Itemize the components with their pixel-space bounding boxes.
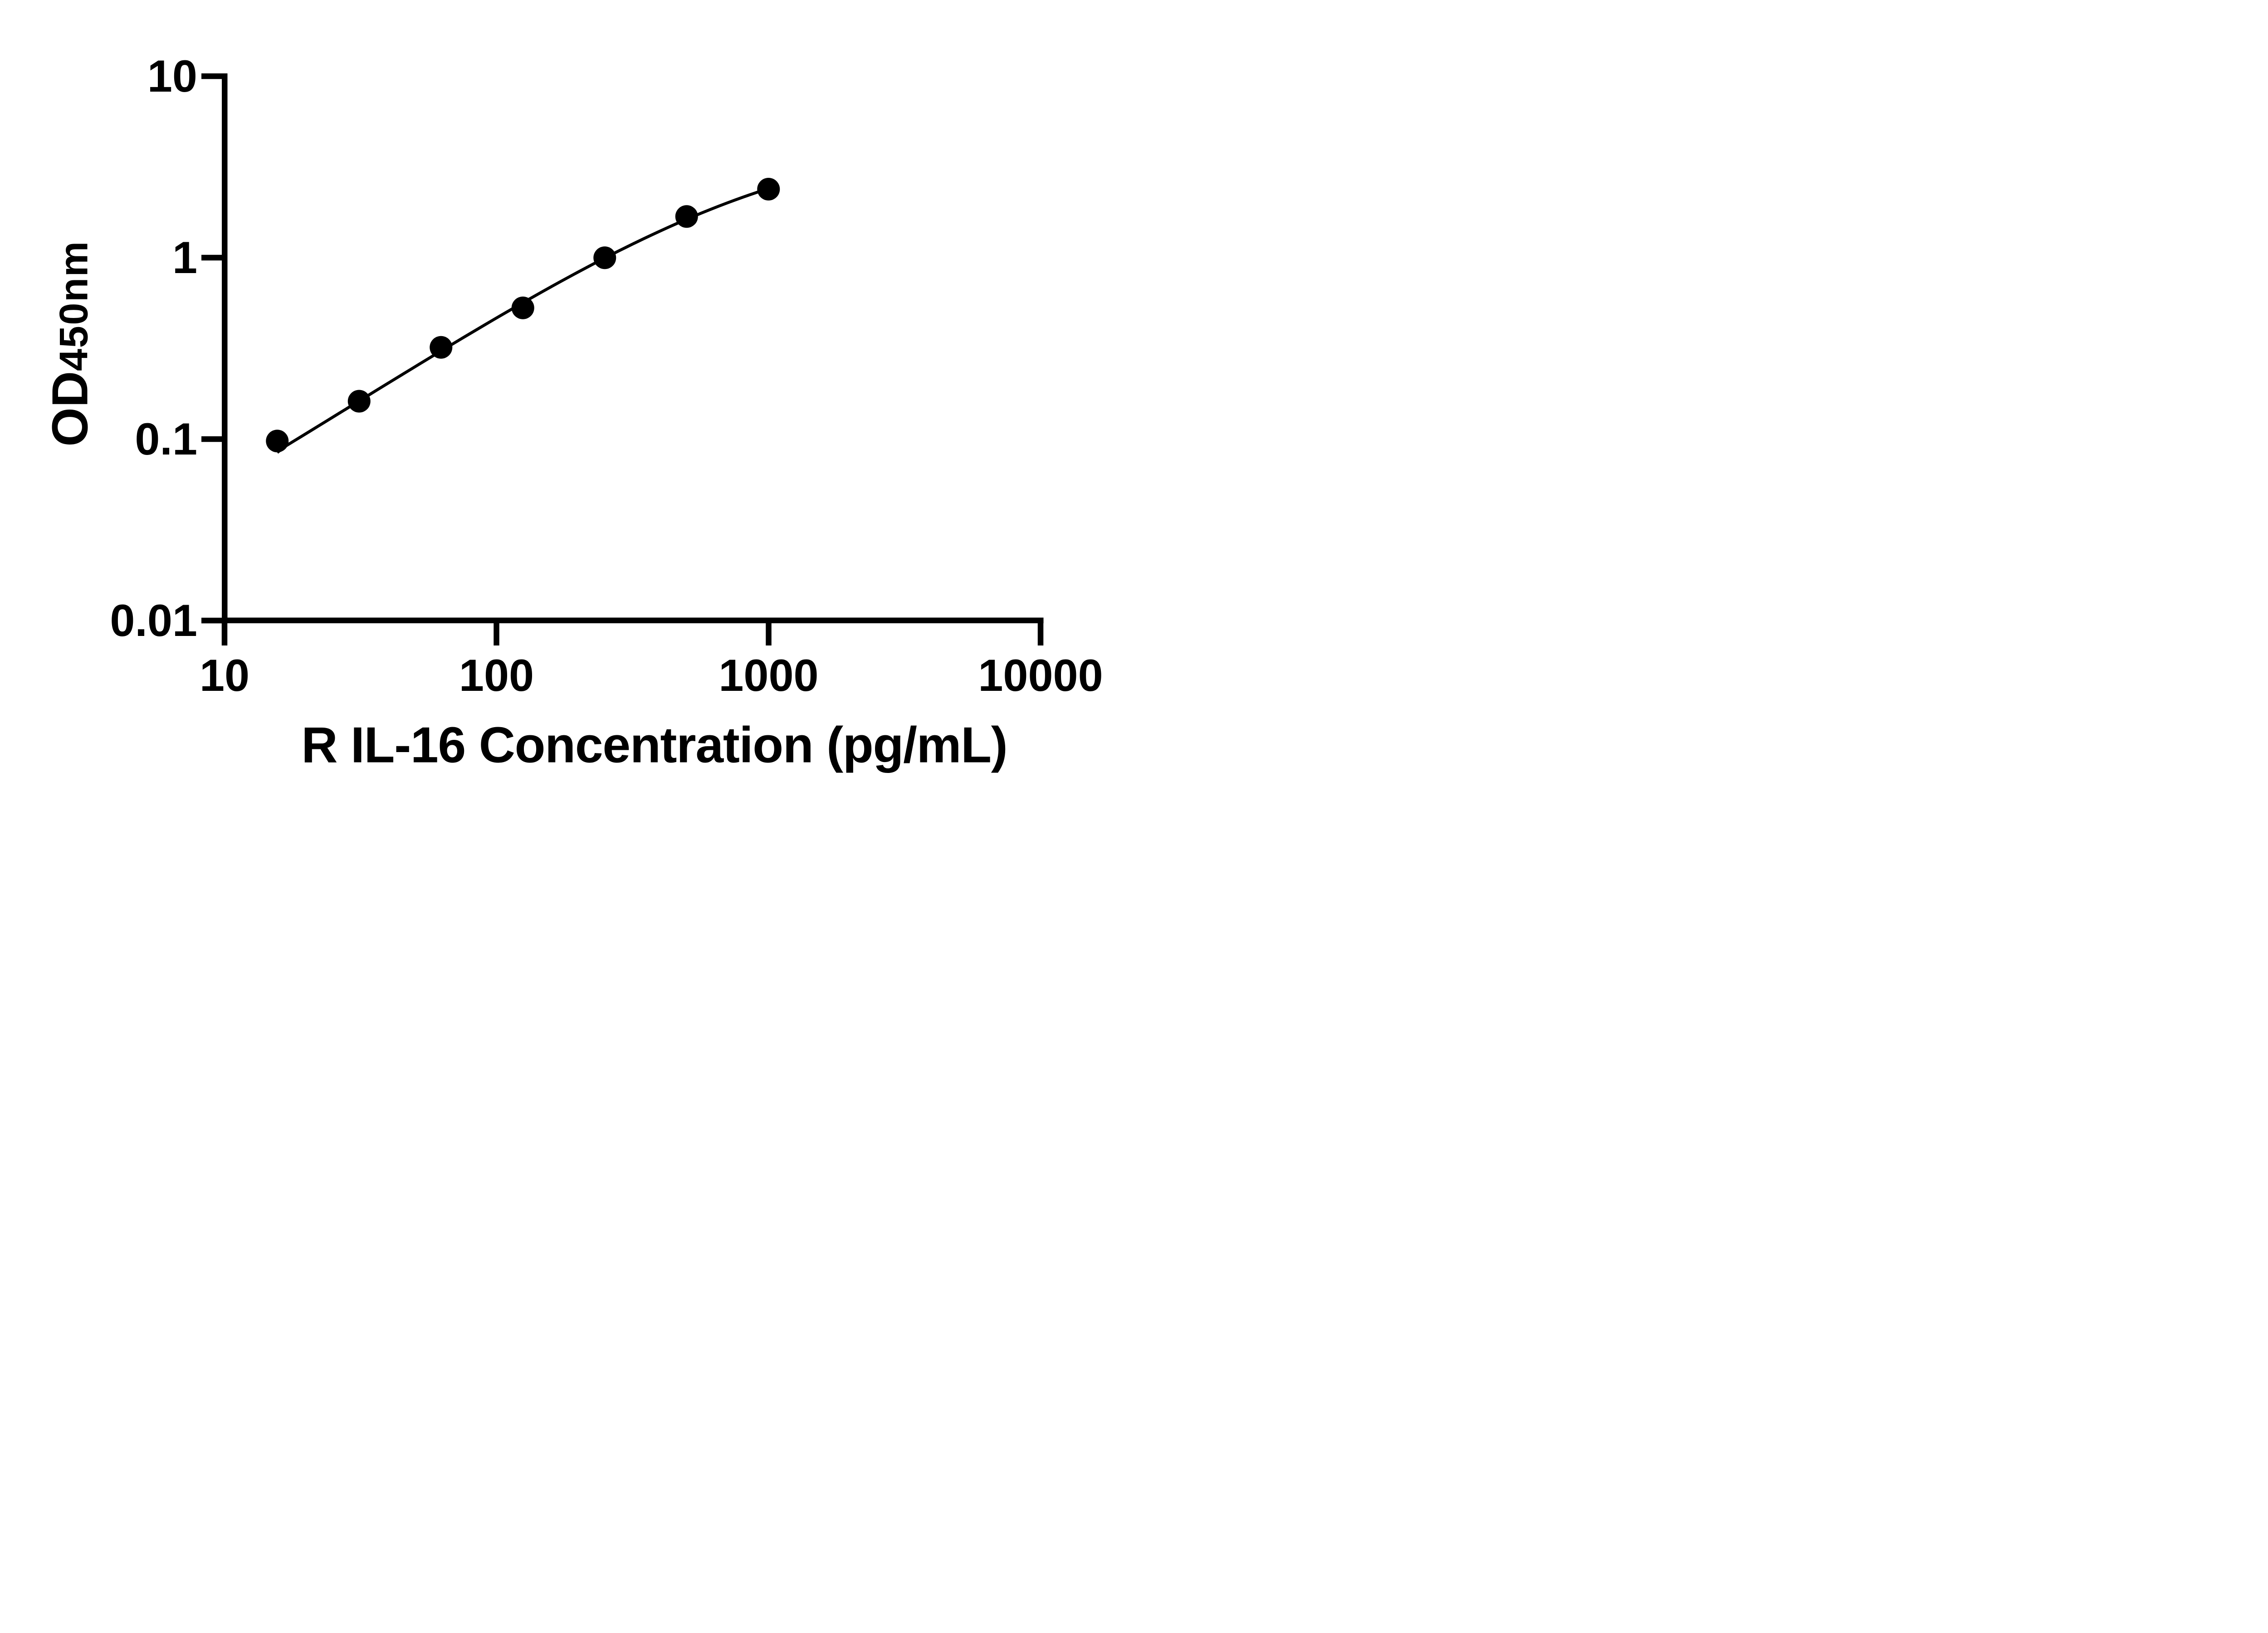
- svg-text:0.01: 0.01: [110, 595, 197, 645]
- svg-text:OD450nm: OD450nm: [42, 240, 98, 446]
- svg-text:10000: 10000: [978, 650, 1103, 700]
- svg-text:1: 1: [172, 232, 197, 283]
- svg-text:R IL-16 Concentration (pg/mL): R IL-16 Concentration (pg/mL): [301, 717, 1007, 773]
- svg-text:0.1: 0.1: [135, 414, 197, 464]
- svg-text:10: 10: [200, 650, 249, 700]
- svg-text:100: 100: [459, 650, 534, 700]
- svg-text:1000: 1000: [719, 650, 818, 700]
- svg-text:10: 10: [147, 51, 197, 101]
